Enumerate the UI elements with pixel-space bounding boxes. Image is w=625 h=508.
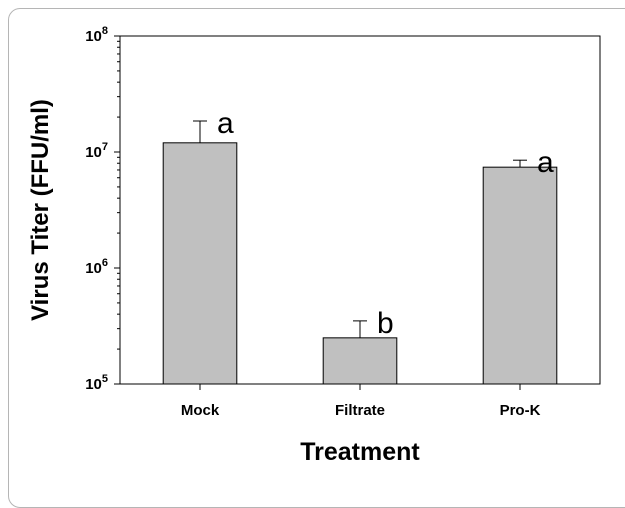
- y-tick-label-exponent: 8: [102, 25, 108, 37]
- x-axis: Mock Filtrate Pro-K: [181, 384, 541, 419]
- y-tick-label-base: 10: [85, 376, 102, 393]
- significance-letter: a: [217, 107, 234, 140]
- y-tick-label-exponent: 5: [102, 373, 108, 385]
- bars-layer: a b a: [162, 107, 558, 385]
- bar-filtrate: [322, 337, 398, 385]
- y-tick-label: 107: [85, 141, 108, 161]
- x-tick-label: Filtrate: [335, 402, 385, 419]
- y-axis-title: Virus Titer (FFU/ml): [27, 99, 54, 321]
- y-tick-label: 105: [85, 373, 108, 393]
- x-tick-label: Mock: [181, 402, 220, 419]
- y-tick-label: 108: [85, 25, 108, 45]
- bar-pro-k: [482, 166, 558, 385]
- y-tick-label-exponent: 6: [102, 257, 108, 269]
- y-tick-label: 106: [85, 257, 108, 277]
- y-tick-label-base: 10: [85, 28, 102, 45]
- significance-letter: b: [377, 307, 394, 340]
- significance-letter: a: [537, 146, 554, 179]
- x-tick-label: Pro-K: [500, 402, 541, 419]
- y-tick-label-base: 10: [85, 260, 102, 277]
- y-tick-label-base: 10: [85, 144, 102, 161]
- y-tick-label-exponent: 7: [102, 141, 108, 153]
- bar-mock: [162, 142, 238, 385]
- x-axis-title: Treatment: [300, 438, 420, 466]
